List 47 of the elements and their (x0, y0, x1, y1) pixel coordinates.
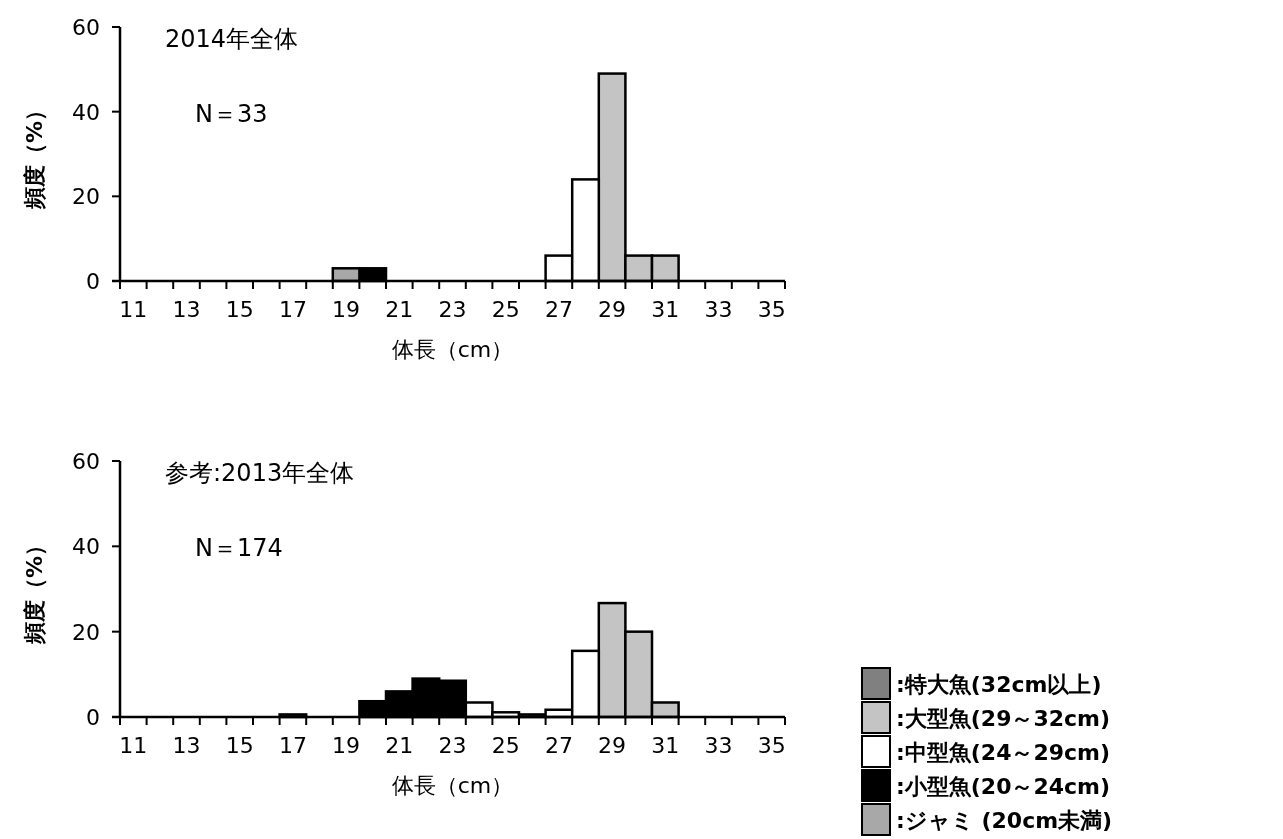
x-axis-title: 体長（cm） (391, 773, 514, 798)
y-tick-label: 20 (72, 619, 100, 645)
x-tick-label: 19 (332, 297, 361, 322)
x-tick-label: 29 (598, 733, 627, 758)
chart-title: 2014年全体 (165, 25, 299, 53)
y-tick-label: 40 (72, 534, 100, 560)
x-tick-label: 23 (438, 297, 467, 322)
annotation: N＝33 (195, 100, 268, 128)
y-axis-title: 頻度（%） (22, 98, 47, 211)
x-tick-label: 13 (172, 297, 201, 322)
x-axis-title: 体長（cm） (391, 337, 514, 362)
x-tick-label: 27 (544, 297, 573, 322)
x-tick-label: 35 (757, 733, 786, 758)
x-tick-label: 33 (704, 733, 733, 758)
x-tick-label: 21 (385, 733, 414, 758)
x-tick-label: 25 (491, 733, 520, 758)
x-tick-label: 31 (651, 733, 680, 758)
y-tick-label: 60 (72, 449, 100, 474)
x-tick-label: 17 (278, 733, 307, 758)
x-tick-label: 11 (119, 297, 148, 322)
y-tick-label: 20 (72, 184, 100, 210)
y-tick-label: 60 (72, 15, 100, 40)
x-tick-label: 31 (651, 297, 680, 322)
x-tick-label: 25 (491, 297, 520, 322)
legend-label: :大型魚(29～32cm) (896, 706, 1111, 731)
x-tick-label: 35 (757, 297, 786, 322)
x-tick-label: 27 (544, 733, 573, 758)
x-tick-label: 11 (119, 733, 148, 758)
legend-label: :小型魚(20～24cm) (896, 774, 1111, 799)
x-tick-label: 13 (172, 733, 201, 758)
x-tick-label: 15 (225, 733, 254, 758)
annotation: N＝174 (195, 534, 283, 562)
legend-label: :中型魚(24～29cm) (896, 740, 1111, 765)
y-tick-label: 0 (86, 269, 100, 294)
x-tick-label: 33 (704, 297, 733, 322)
x-tick-label: 29 (598, 297, 627, 322)
y-tick-label: 0 (86, 705, 100, 730)
x-tick-label: 19 (332, 733, 361, 758)
y-axis-title: 頻度（%） (22, 533, 47, 646)
y-tick-label: 40 (72, 99, 100, 125)
legend-label: :特大魚(32cm以上) (896, 672, 1102, 697)
x-tick-label: 17 (278, 297, 307, 322)
chart-title: 参考:2013年全体 (165, 459, 355, 487)
legend-label: :ジャミ (20cm未満) (896, 808, 1113, 833)
x-tick-label: 21 (385, 297, 414, 322)
x-tick-label: 23 (438, 733, 467, 758)
x-tick-label: 15 (225, 297, 254, 322)
